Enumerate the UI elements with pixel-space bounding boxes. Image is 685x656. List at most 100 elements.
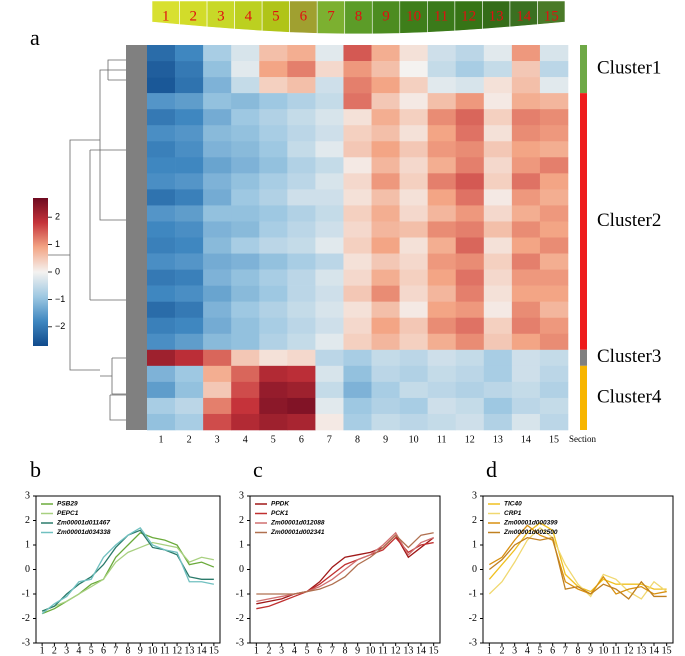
heatmap-cell bbox=[483, 45, 513, 62]
heatmap-cell bbox=[231, 77, 260, 94]
heatmap-cell bbox=[343, 93, 372, 110]
panel-label: c bbox=[253, 457, 263, 482]
series-line bbox=[256, 531, 434, 602]
heatmap-cell bbox=[203, 349, 232, 367]
heatmap-cell bbox=[259, 221, 288, 238]
heatmap-cell bbox=[231, 285, 260, 302]
heatmap-cell bbox=[511, 253, 541, 270]
heatmap-cell bbox=[343, 269, 372, 286]
heatmap-cell bbox=[539, 77, 569, 94]
heatmap-cell bbox=[343, 77, 372, 94]
heatmap-cell bbox=[427, 381, 457, 399]
heatmap-cell bbox=[455, 61, 485, 78]
heatmap-cell bbox=[455, 285, 485, 302]
heatmap-cell bbox=[483, 141, 513, 158]
leaf-section-label: 1 bbox=[162, 8, 170, 24]
x-tick-label: 12 bbox=[391, 645, 401, 656]
heatmap-cell bbox=[511, 317, 541, 335]
heatmap-cell bbox=[371, 205, 400, 222]
cluster-label: Cluster2 bbox=[597, 210, 661, 231]
series-line bbox=[41, 526, 214, 615]
x-tick-label: 4 bbox=[292, 645, 297, 656]
heatmap-cell bbox=[427, 61, 457, 78]
heatmap-cell bbox=[399, 93, 428, 110]
heatmap-cell bbox=[539, 237, 569, 254]
heatmap-cell bbox=[343, 157, 372, 174]
series-line bbox=[41, 541, 214, 612]
heatmap-cell bbox=[259, 285, 288, 302]
heatmap-cell bbox=[483, 381, 513, 399]
heatmap-cell bbox=[371, 45, 400, 62]
heatmap-cell bbox=[427, 221, 457, 238]
x-tick-label: 7 bbox=[113, 645, 118, 656]
heatmap-cell bbox=[399, 349, 428, 367]
y-tick-label: 2 bbox=[239, 515, 244, 526]
heatmap-cell bbox=[287, 221, 316, 238]
heatmap-cell bbox=[483, 301, 513, 319]
heatmap-cell bbox=[315, 189, 344, 206]
x-tick-label: 14 bbox=[649, 645, 659, 656]
heatmap-cell bbox=[203, 77, 232, 94]
plot-frame bbox=[482, 495, 674, 644]
heatmap-cell bbox=[427, 237, 457, 254]
heatmap-cell bbox=[203, 221, 232, 238]
heatmap-cell bbox=[175, 205, 204, 222]
heatmap-cell bbox=[203, 61, 232, 78]
heatmap-cell bbox=[343, 205, 372, 222]
heatmap-cell bbox=[343, 317, 372, 335]
heatmap-cell bbox=[343, 397, 372, 415]
heatmap-cell bbox=[287, 93, 316, 110]
heatmap-cell bbox=[455, 253, 485, 270]
x-tick-label: 11 bbox=[611, 645, 621, 656]
leaf-section-label: 11 bbox=[434, 8, 448, 24]
x-tick-label: 7 bbox=[563, 645, 568, 656]
leaf-section-label: 15 bbox=[544, 8, 559, 24]
heatmap-cell bbox=[483, 61, 513, 78]
heatmap-cell bbox=[231, 333, 260, 351]
y-tick-label: -1 bbox=[469, 588, 477, 599]
heatmap-cell bbox=[539, 317, 569, 335]
heatmap-cell bbox=[287, 301, 316, 319]
heatmap-cell bbox=[343, 109, 372, 126]
heatmap-cell bbox=[231, 413, 260, 431]
heatmap-cell bbox=[483, 93, 513, 110]
heatmap-cell bbox=[315, 93, 344, 110]
x-tick-label: 5 bbox=[305, 645, 310, 656]
x-tick-label: 15 bbox=[429, 645, 439, 656]
heatmap-cell bbox=[259, 349, 288, 367]
heatmap-cell bbox=[539, 349, 569, 367]
heatmap-cell bbox=[203, 141, 232, 158]
heatmap-cell bbox=[539, 141, 569, 158]
heatmap-cell bbox=[343, 301, 372, 319]
x-tick-label: 8 bbox=[343, 645, 348, 656]
heatmap-cell bbox=[539, 221, 569, 238]
series-line bbox=[256, 534, 435, 605]
colorbar-tick-label: −1 bbox=[55, 294, 65, 304]
y-tick-label: -2 bbox=[22, 613, 30, 624]
y-tick-label: -2 bbox=[236, 613, 244, 624]
x-tick-label: 11 bbox=[378, 645, 388, 656]
heatmap-cell bbox=[203, 397, 232, 415]
heatmap-cell bbox=[371, 301, 400, 319]
heatmap-cell bbox=[399, 413, 428, 431]
heatmap-cell bbox=[399, 237, 428, 254]
heatmap-cell bbox=[315, 205, 344, 222]
x-tick-label: 10 bbox=[365, 645, 375, 656]
heatmap-cell bbox=[315, 77, 344, 94]
heatmap-cell bbox=[399, 61, 428, 78]
heatmap-cell bbox=[259, 173, 288, 190]
heatmap-cell bbox=[343, 173, 372, 190]
heatmap-cell bbox=[483, 365, 513, 383]
heatmap-cell bbox=[231, 349, 260, 367]
heatmap-cell bbox=[203, 237, 232, 254]
heatmap-cell bbox=[511, 173, 541, 190]
heatmap-cell bbox=[231, 109, 260, 126]
heatmap-cell bbox=[315, 301, 344, 319]
heatmap-cell bbox=[175, 397, 204, 415]
heatmap-cell bbox=[483, 77, 513, 94]
x-tick-label: 13 bbox=[636, 645, 646, 656]
heatmap-cell bbox=[203, 205, 232, 222]
heatmap-cell bbox=[315, 269, 344, 286]
heatmap-cell bbox=[455, 317, 485, 335]
colorbar-tick-label: 1 bbox=[55, 239, 60, 249]
